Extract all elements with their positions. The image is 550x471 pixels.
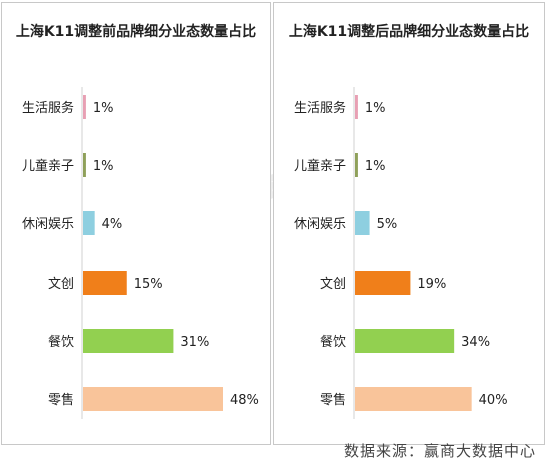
value-label: 1%: [365, 159, 386, 174]
value-label: 31%: [180, 335, 209, 350]
value-label: 19%: [417, 277, 446, 292]
data-source-note: 数据来源：赢商大数据中心: [343, 442, 536, 460]
bar: [355, 95, 358, 119]
category-label: 儿童亲子: [294, 158, 346, 174]
bar: [83, 387, 223, 411]
chart-title-before: 上海K11调整前品牌细分业态数量占比: [15, 24, 257, 40]
category-label: 零售: [320, 392, 346, 408]
chart-title-after: 上海K11调整后品牌细分业态数量占比: [288, 24, 530, 40]
bar: [355, 329, 455, 353]
chart-panel-after: 上海K11调整后品牌细分业态数量占比 生活服务 1% 儿童亲子 1% 休闲娱乐 5% 文创 1…: [273, 2, 545, 445]
category-label: 文创: [320, 277, 346, 292]
bar: [83, 95, 86, 119]
category-label: 生活服务: [294, 100, 346, 116]
bar: [355, 153, 358, 177]
bar: [355, 387, 472, 411]
category-label: 生活服务: [22, 100, 74, 116]
bar-chart-after: 生活服务 1% 儿童亲子 1% 休闲娱乐 5% 文创 19% 餐饮 34% 零售 40%: [294, 87, 508, 419]
category-label: 文创: [48, 277, 74, 292]
value-label: 34%: [461, 335, 490, 350]
bar-chart-before: 生活服务 1% 儿童亲子 1% 休闲娱乐 4% 文创 15% 餐饮 31% 零售 48%: [22, 87, 259, 419]
bar: [83, 211, 95, 235]
category-label: 餐饮: [320, 334, 346, 350]
value-label: 1%: [93, 101, 114, 116]
bar: [83, 329, 174, 353]
category-label: 餐饮: [48, 334, 74, 350]
chart-panel-before: 上海K11调整前品牌细分业态数量占比 生活服务 1% 儿童亲子 1% 休闲娱乐 4% 文创 1…: [1, 2, 271, 445]
value-label: 4%: [102, 217, 123, 232]
value-label: 15%: [134, 277, 163, 292]
category-label: 儿童亲子: [22, 158, 74, 174]
bar: [83, 271, 127, 295]
bar: [355, 211, 370, 235]
category-label: 零售: [48, 392, 74, 408]
value-label: 1%: [365, 101, 386, 116]
value-label: 48%: [230, 393, 259, 408]
bar: [355, 271, 411, 295]
category-label: 休闲娱乐: [22, 217, 74, 232]
value-label: 5%: [377, 217, 398, 232]
bar: [83, 153, 86, 177]
value-label: 1%: [93, 159, 114, 174]
category-label: 休闲娱乐: [294, 217, 346, 232]
value-label: 40%: [479, 393, 508, 408]
